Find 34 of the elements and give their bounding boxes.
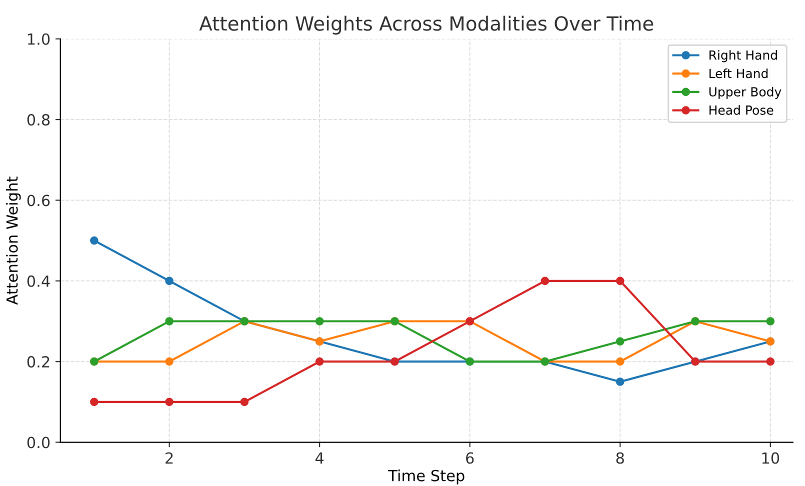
point bbox=[165, 357, 174, 366]
x-tick-label: 6 bbox=[466, 452, 474, 464]
point bbox=[616, 357, 624, 366]
point bbox=[240, 398, 249, 406]
y-axis-title: Attention Weight bbox=[6, 176, 21, 305]
point bbox=[540, 276, 550, 286]
point bbox=[165, 276, 174, 286]
x-axis-title: Time Step bbox=[388, 470, 464, 484]
y-tick-label: 0.0 bbox=[27, 436, 50, 448]
legend-label: Head Pose bbox=[710, 105, 774, 115]
x-tick-label: 10 bbox=[762, 452, 780, 464]
point bbox=[90, 398, 98, 406]
point bbox=[616, 337, 624, 346]
legend-label: Upper Body bbox=[709, 86, 782, 99]
y-tick-label: 0.4 bbox=[27, 275, 50, 287]
y-tick-label: 0.6 bbox=[27, 194, 50, 206]
y-tick-label: 1.0 bbox=[28, 33, 50, 45]
point bbox=[766, 317, 775, 326]
point bbox=[165, 398, 174, 406]
point bbox=[315, 317, 324, 326]
point bbox=[616, 378, 624, 386]
point bbox=[616, 276, 624, 286]
point bbox=[165, 317, 174, 326]
y-tick-label: 0.2 bbox=[27, 356, 50, 368]
x-tick-label: 2 bbox=[166, 452, 173, 464]
x-tick-label: 8 bbox=[616, 452, 624, 464]
point bbox=[315, 357, 324, 366]
y-tick-label: 0.8 bbox=[27, 114, 50, 126]
x-tick-label: 4 bbox=[315, 452, 324, 464]
point bbox=[766, 357, 775, 366]
chart-title: Attention Weights Across Modalities Over Time bbox=[199, 16, 654, 35]
legend-label: Right Hand bbox=[710, 50, 777, 62]
legend-label: Left Hand bbox=[710, 68, 768, 78]
point bbox=[90, 236, 98, 245]
